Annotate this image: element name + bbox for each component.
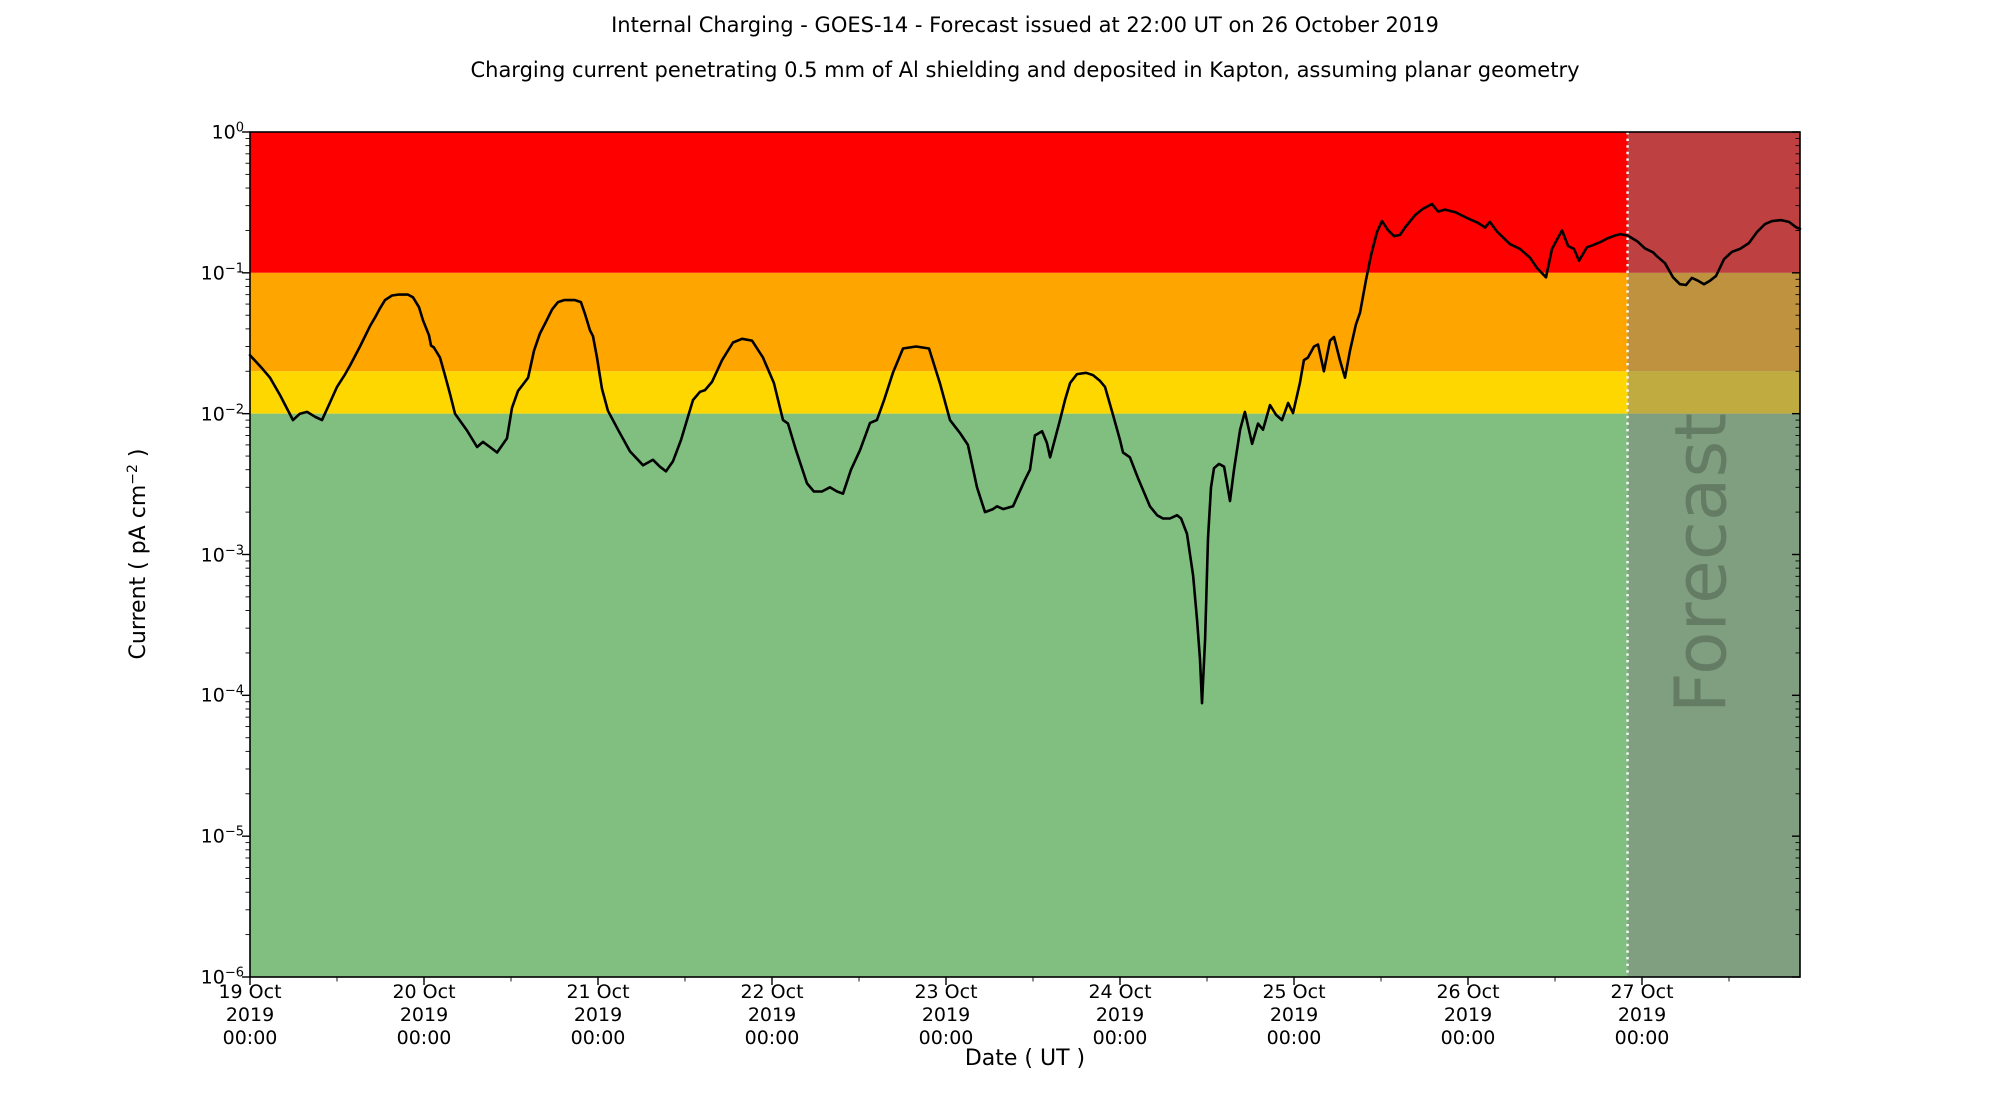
charging-current-line: [248, 202, 1802, 705]
forecast-watermark: Forecast: [1659, 412, 1743, 714]
y-axis-label-suffix: ): [126, 448, 152, 465]
y-tick-label: 10−5: [200, 824, 244, 848]
x-tick-label: 21 Oct 2019 00:00: [566, 981, 630, 1049]
y-tick-label: 10−6: [200, 965, 244, 989]
y-axis-label-text: Current ( pA cm: [126, 484, 152, 660]
x-tick-label: 23 Oct 2019 00:00: [914, 981, 978, 1049]
forecast-overlay: [1627, 132, 1800, 977]
y-tick-label: 10−4: [200, 683, 244, 707]
x-axis-label: Date ( UT ): [964, 1046, 1086, 1071]
x-tick-label: 20 Oct 2019 00:00: [392, 981, 456, 1049]
x-tick-label: 27 Oct 2019 00:00: [1610, 981, 1674, 1049]
y-tick-label: 10−1: [200, 261, 244, 285]
threshold-bands: [250, 132, 1800, 978]
x-tick-label: 24 Oct 2019 00:00: [1088, 981, 1152, 1049]
plot-border: [249, 131, 1801, 978]
y-axis-label: Current ( pA cm−2 ): [125, 449, 151, 660]
y-tick-label: 100: [211, 120, 244, 144]
data-line: [248, 202, 1802, 705]
x-tick-label: 22 Oct 2019 00:00: [740, 981, 804, 1049]
x-tick-label: 25 Oct 2019 00:00: [1262, 981, 1326, 1049]
y-tick-label: 10−3: [200, 542, 244, 567]
threshold-band-red-alert: [250, 132, 1800, 273]
axis-spines: [249, 131, 1801, 978]
threshold-band-yellow-caution: [250, 371, 1800, 414]
forecast-overlay-rect: [1627, 132, 1800, 977]
threshold-band-green-quiet: [250, 413, 1800, 978]
chart-title: Internal Charging - GOES-14 - Forecast i…: [611, 13, 1439, 37]
threshold-band-orange-warning: [250, 272, 1800, 372]
y-axis-label-sup: −2: [124, 464, 141, 485]
y-tick-label: 10−2: [200, 401, 244, 426]
x-tick-label: 26 Oct 2019 00:00: [1436, 981, 1500, 1049]
x-tick-label: 19 Oct 2019 00:00: [218, 981, 282, 1049]
chart-subtitle: Charging current penetrating 0.5 mm of A…: [470, 58, 1580, 82]
